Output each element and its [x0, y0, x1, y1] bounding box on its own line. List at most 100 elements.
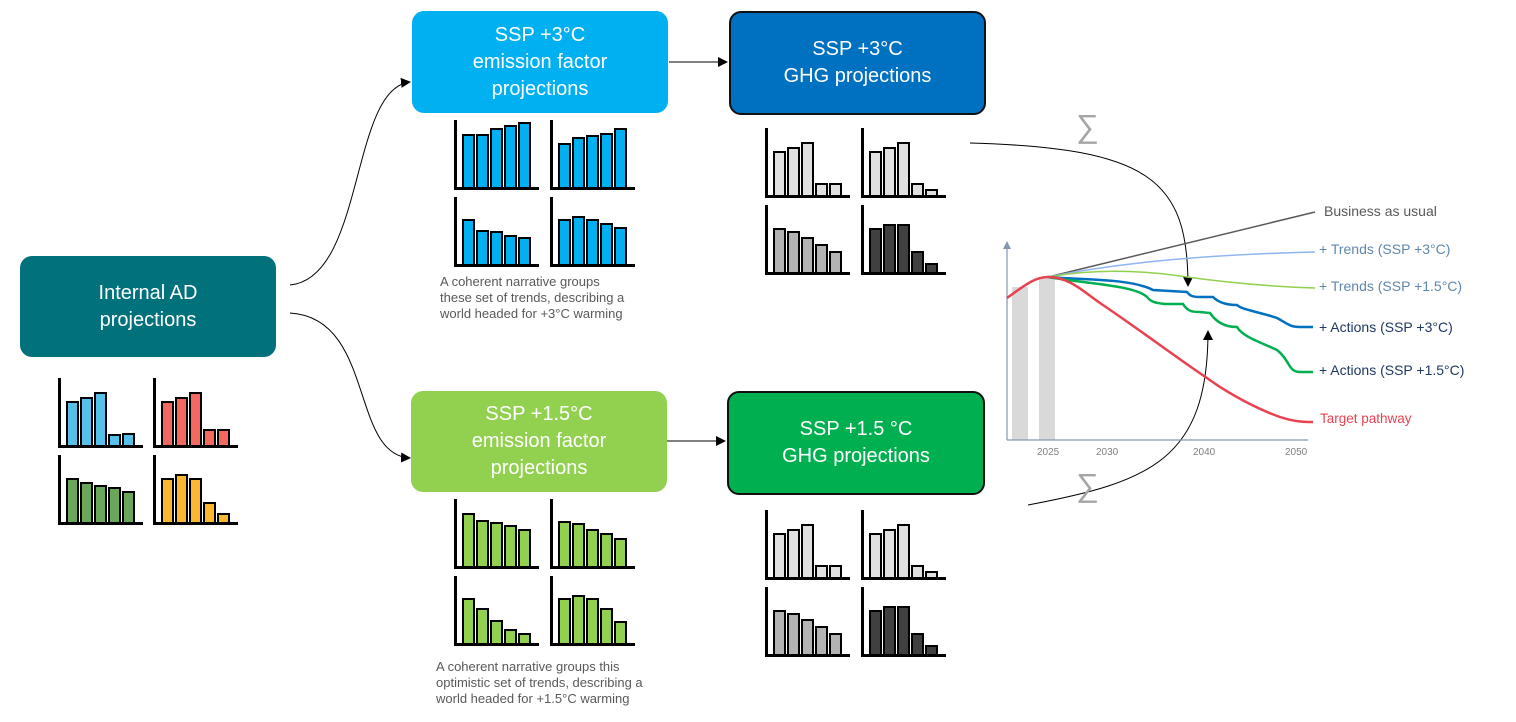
- mini-x-axis: [58, 522, 143, 525]
- mini-bar: [518, 632, 531, 643]
- mini-bar: [787, 231, 800, 272]
- mini-bar: [869, 150, 882, 195]
- mini-bar-chart: [765, 128, 850, 198]
- mini-x-axis: [550, 187, 635, 190]
- mini-bar: [558, 598, 571, 643]
- mini-bar: [600, 532, 613, 566]
- mini-bar-chart: [153, 378, 238, 448]
- mini-bar: [600, 133, 613, 187]
- mini-x-axis: [153, 522, 238, 525]
- x-tick-label: 2040: [1193, 447, 1216, 458]
- mini-bar: [504, 629, 517, 643]
- mini-x-axis: [454, 187, 539, 190]
- mini-bar: [504, 525, 517, 566]
- mini-bar: [476, 230, 489, 264]
- mini-y-axis: [454, 197, 457, 267]
- box-subtitle: emission factor: [472, 50, 608, 73]
- mini-bar: [801, 236, 814, 272]
- mini-y-axis: [58, 378, 61, 448]
- mini-bar: [518, 236, 531, 264]
- mini-bar: [572, 136, 585, 187]
- line-trends-ssp15: [1047, 270, 1316, 289]
- mini-bar: [787, 613, 800, 654]
- mini-bar: [518, 529, 531, 566]
- mini-bar: [122, 491, 135, 522]
- mini-bar: [911, 250, 924, 272]
- mini-bar: [911, 565, 924, 577]
- mini-bar: [911, 632, 924, 654]
- box-title: SSP +1.5 °C: [799, 418, 913, 440]
- legend-actions-ssp3: + Actions (SSP +3°C): [1319, 319, 1453, 335]
- ssp3-ghg-box: SSP +3°C GHG projections: [729, 11, 986, 115]
- line-actions-ssp15: [1047, 275, 1313, 374]
- mini-y-axis: [454, 576, 457, 646]
- mini-x-axis: [58, 445, 143, 448]
- mini-bar: [897, 523, 910, 577]
- legend-actions-ssp15: + Actions (SSP +1.5°C): [1319, 362, 1465, 378]
- mini-bar: [829, 632, 842, 654]
- mini-bar: [66, 477, 79, 522]
- mini-bar: [614, 127, 627, 187]
- mini-x-axis: [454, 264, 539, 267]
- mini-bar: [462, 133, 475, 187]
- box-subtitle: GHG projections: [782, 445, 930, 467]
- mini-bar: [161, 400, 174, 445]
- mini-bar: [773, 609, 786, 654]
- box-subtitle: projections: [99, 308, 197, 331]
- pathway-chart: [1003, 211, 1316, 441]
- sum-icon: ∑: [1076, 467, 1099, 503]
- mini-bar: [815, 183, 828, 195]
- mini-y-axis: [861, 205, 864, 275]
- mini-bar: [80, 481, 93, 522]
- mini-x-axis: [550, 264, 635, 267]
- arrow-ad-to-ssp15: [289, 312, 411, 463]
- mini-bar-chart: [861, 128, 946, 198]
- mini-x-axis: [550, 566, 635, 569]
- mini-y-axis: [550, 120, 553, 190]
- mini-bar: [572, 215, 585, 264]
- mini-bar: [883, 224, 896, 272]
- mini-bar: [558, 142, 571, 187]
- mini-bar: [108, 487, 121, 522]
- ssp15-emission-factor-box: SSP +1.5°C emission factor projections: [411, 391, 667, 492]
- box-title: SSP +3°C: [812, 38, 903, 60]
- caption-line: world headed for +3°C warming: [440, 306, 623, 321]
- legend-trends-ssp3: + Trends (SSP +3°C): [1319, 241, 1451, 257]
- caption-line: world headed for +1.5°C warming: [436, 691, 630, 706]
- arrow-ad-to-ssp3: [289, 77, 411, 286]
- mini-bar: [462, 512, 475, 566]
- mini-bar-chart: [153, 455, 238, 525]
- mini-bar: [801, 618, 814, 654]
- mini-bar-chart: [454, 120, 539, 190]
- box-subtitle: GHG projections: [783, 65, 932, 87]
- mini-y-axis: [58, 455, 61, 525]
- mini-bar: [869, 227, 882, 272]
- legend-trends-ssp15: + Trends (SSP +1.5°C): [1319, 278, 1463, 294]
- mini-bar: [829, 565, 842, 577]
- mini-bar: [925, 570, 938, 577]
- mini-bar: [586, 219, 599, 264]
- mini-x-axis: [861, 272, 946, 275]
- mini-bar: [897, 224, 910, 272]
- mini-bar: [586, 135, 599, 187]
- mini-bar: [462, 598, 475, 643]
- mini-bar: [883, 146, 896, 195]
- mini-bar: [122, 433, 135, 445]
- mini-bar-chart: [765, 510, 850, 580]
- legend-target-pathway: Target pathway: [1320, 411, 1412, 426]
- caption-line: optimistic set of trends, describing a: [436, 675, 643, 690]
- internal-ad-projections-box: Internal AD projections: [20, 256, 276, 357]
- mini-bar-chart: [550, 499, 635, 569]
- mini-x-axis: [765, 272, 850, 275]
- mini-bar: [586, 598, 599, 643]
- mini-y-axis: [550, 576, 553, 646]
- mini-y-axis: [153, 378, 156, 448]
- mini-bar: [925, 645, 938, 654]
- mini-bar: [80, 396, 93, 445]
- mini-bar: [189, 391, 202, 445]
- mini-bar: [911, 183, 924, 195]
- mini-bar: [108, 434, 121, 445]
- mini-bar: [829, 183, 842, 195]
- mini-bar: [175, 473, 188, 522]
- mini-bar: [94, 391, 107, 445]
